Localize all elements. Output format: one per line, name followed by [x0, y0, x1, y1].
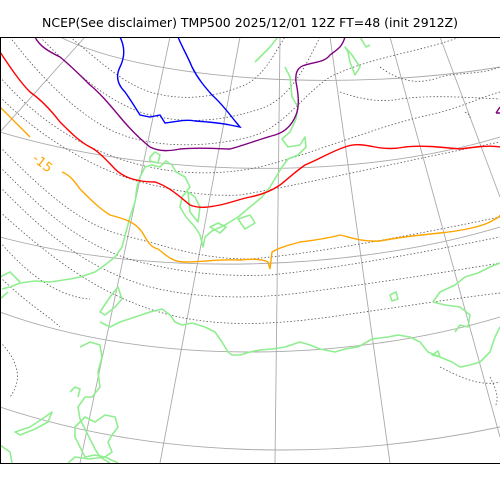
meridian — [0, 37, 86, 133]
meridian — [329, 37, 391, 463]
temperature-contour — [0, 96, 500, 196]
temperature-contour — [0, 186, 500, 298]
coastline-baltic-lower — [432, 301, 471, 333]
coastline-europe — [67, 456, 119, 463]
isotherm-minus-25-line — [34, 37, 346, 152]
coastline-uk — [99, 308, 500, 368]
coastline-europe — [14, 411, 53, 436]
coastline-svalbard — [344, 46, 361, 76]
graticule — [0, 37, 500, 463]
latitude-circle — [0, 226, 500, 265]
coastline-greenland-inner — [187, 191, 201, 223]
isotherm-minus-25-line — [495, 106, 500, 114]
temperature-contour — [339, 91, 500, 101]
coastline-greenland — [1, 37, 307, 290]
temperature-contour — [39, 37, 321, 121]
map-background — [0, 37, 500, 463]
coastline-europe — [77, 341, 111, 463]
isotherm-minus-30-line — [116, 37, 242, 129]
latitude-circle — [0, 131, 500, 169]
coastline-island — [389, 291, 399, 302]
coastline-island — [149, 151, 161, 164]
temperature-contour — [439, 366, 500, 384]
meridian — [389, 37, 500, 438]
coastline-norway — [0, 271, 21, 300]
weather-map: -15 — [0, 37, 500, 463]
coastline-fjord — [209, 222, 227, 234]
latitude-circle — [59, 37, 500, 81]
coastline-svalbard — [359, 37, 371, 48]
isotherm-minus-15-line — [0, 106, 500, 270]
temperature-contour — [0, 166, 500, 276]
temperature-contour — [464, 111, 471, 120]
coastline-iceland — [99, 286, 123, 316]
temperature-contour — [0, 211, 500, 324]
temperature-contour — [489, 376, 498, 408]
isotherm-minus-20-line — [0, 51, 500, 208]
meridian — [274, 37, 281, 463]
meridian — [159, 37, 241, 463]
coastline-europe — [69, 386, 81, 398]
temperature-contour — [0, 276, 61, 328]
map-title: NCEP(See disclaimer) TMP500 2025/12/01 1… — [41, 15, 458, 30]
coastlines — [0, 37, 500, 463]
coastline-baltic — [432, 262, 500, 303]
temperature-contour — [0, 241, 91, 300]
coastline-europe — [74, 414, 119, 458]
latitude-circle — [0, 406, 500, 451]
temperature-contour — [69, 37, 286, 98]
coastline-island — [237, 214, 256, 230]
temperature-contours — [0, 37, 500, 408]
temperature-contour — [379, 66, 500, 82]
map-frame: -15 — [0, 37, 500, 463]
temperature-contour — [0, 76, 500, 174]
coastline-island — [431, 350, 441, 358]
coastline-europe — [0, 444, 13, 463]
